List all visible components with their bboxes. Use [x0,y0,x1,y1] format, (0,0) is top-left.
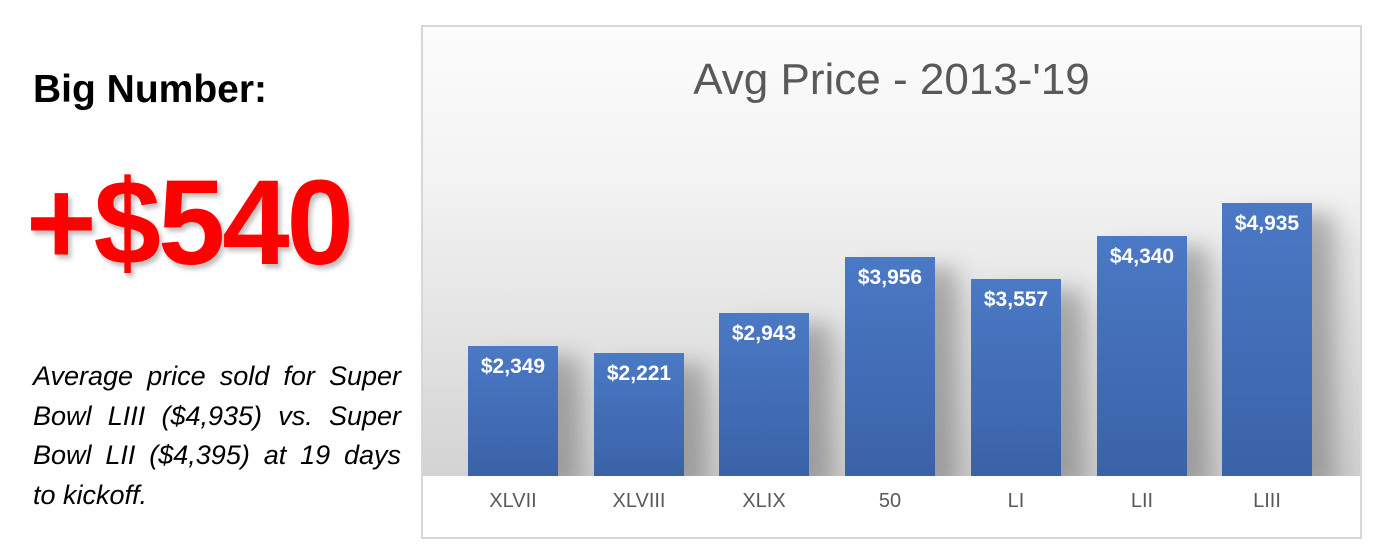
description-line: Average price sold for Super [33,361,401,391]
bar-50: $3,956 [845,257,935,476]
big-number-value: +$540 [26,154,354,290]
category-label-LIII: LIII [1253,490,1281,512]
bar-LI: $3,557 [971,279,1061,476]
bar-XLVIII: $2,221 [594,353,684,476]
chart-title: Avg Price - 2013-'19 [693,55,1090,104]
bar-XLIX: $2,943 [719,313,809,476]
description-line: Bowl LII ($4,395) at 19 days [33,440,401,470]
bar-value-label: $3,557 [983,288,1049,311]
chart-category-axis: XLVII XLVIII XLIX 50 LI LII LIII [423,490,1360,522]
avg-price-chart: $2,349 $2,221 $2,943 $3,956 $3,557 $4,340 $4,9… [421,25,1362,539]
bar-LII: $4,340 [1097,236,1187,476]
bar-value-label: $4,935 [1234,212,1300,235]
category-label-50: 50 [878,490,902,512]
description-line: Bowl LIII ($4,935) vs. Super [33,400,401,431]
big-number-description: Average price sold for Super Bowl LIII ($… [33,357,401,515]
chart-plot-area: $2,349 $2,221 $2,943 $3,956 $3,557 $4,340 $4,9… [423,27,1360,476]
bar-XLVII: $2,349 [468,346,558,476]
category-label-LII: LII [1130,490,1154,512]
description-line: to kickoff. [33,479,148,510]
category-label-XLIX: XLIX [742,490,786,512]
category-label-XLVII: XLVII [489,490,537,512]
bar-value-label: $2,349 [480,355,546,378]
category-label-LI: LI [1007,490,1025,512]
category-label-XLVIII: XLVIII [612,490,666,512]
bar-value-label: $2,221 [606,362,672,385]
bar-value-label: $4,340 [1109,245,1175,268]
bar-value-label: $3,956 [857,266,923,289]
big-number-heading: Big Number: [33,68,267,111]
bar-LIII: $4,935 [1222,203,1312,476]
bar-value-label: $2,943 [731,322,797,345]
